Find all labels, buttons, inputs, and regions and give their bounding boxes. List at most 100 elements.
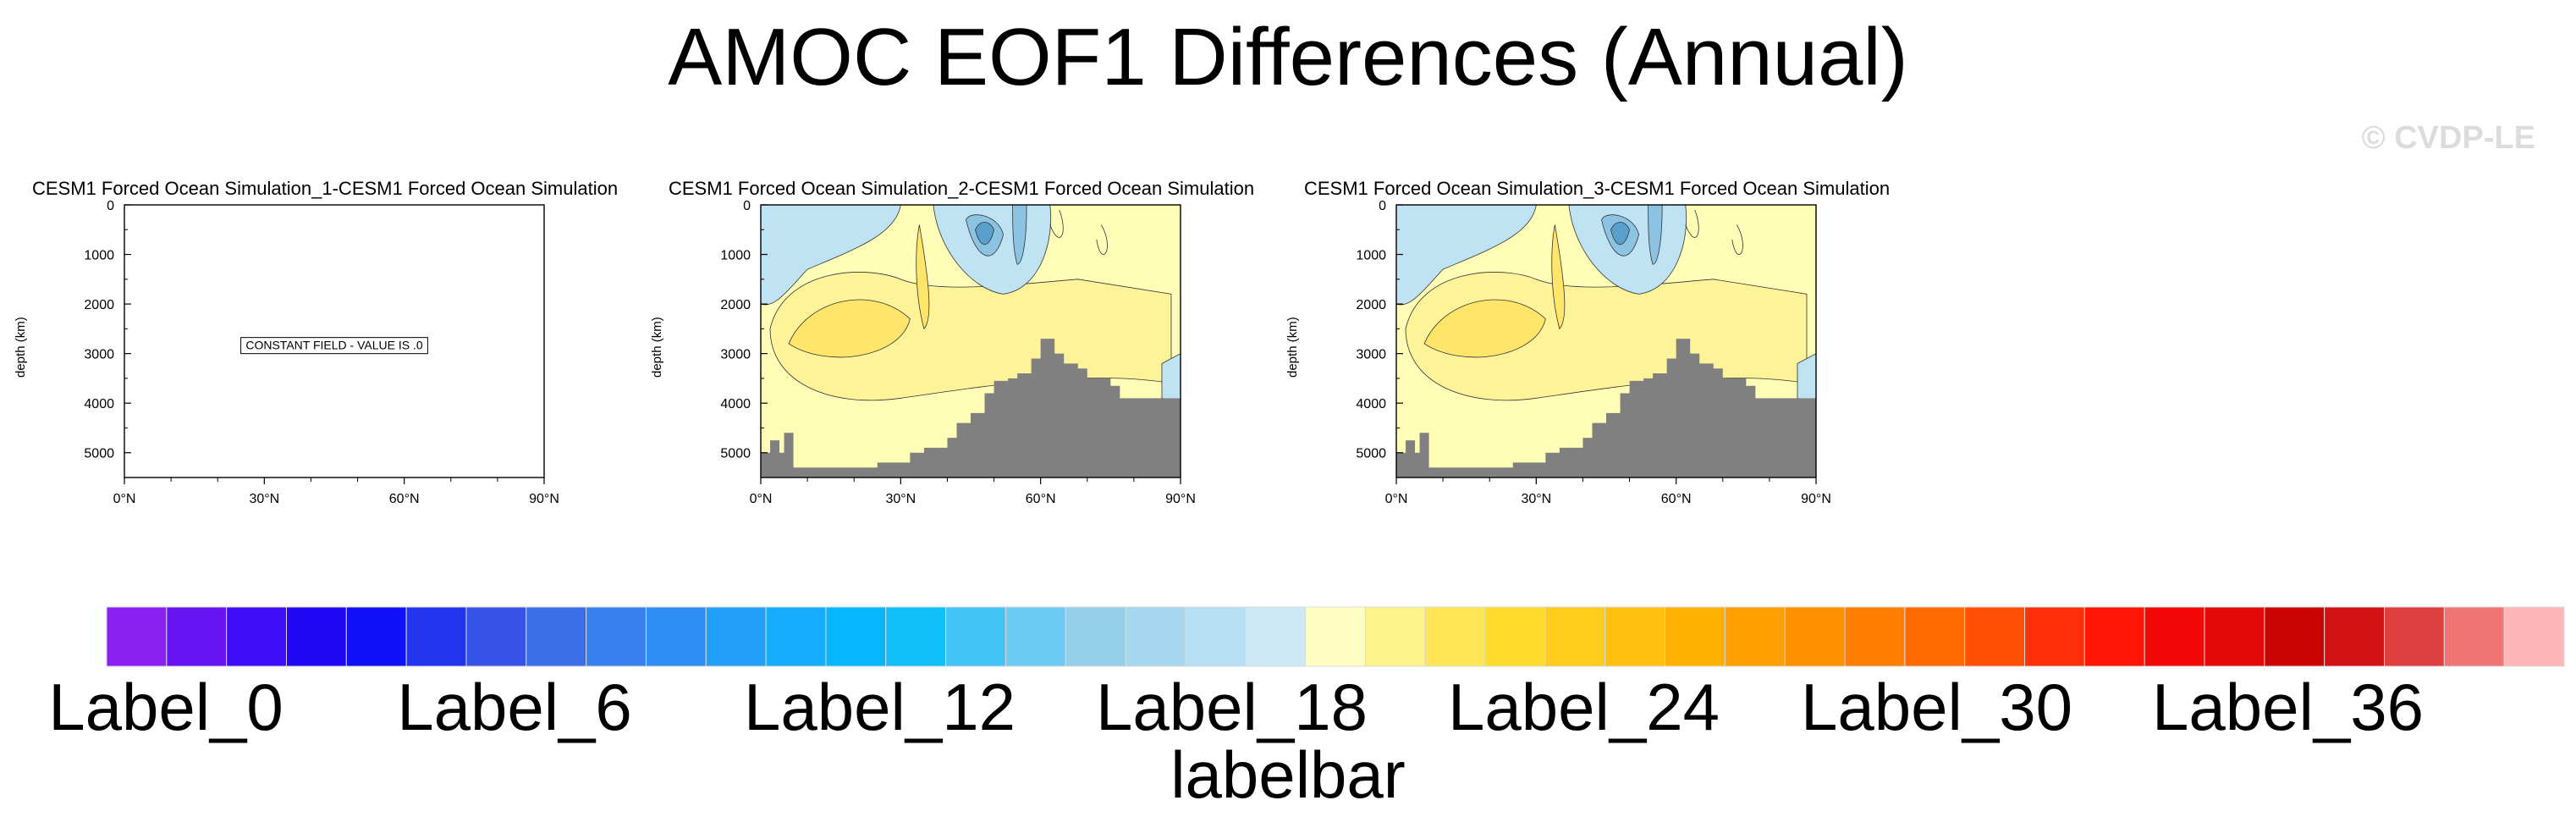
labelbar-swatch	[1724, 606, 1786, 667]
positive-core	[1423, 299, 1546, 358]
y-tick-label: 0	[743, 200, 751, 213]
labelbar-swatch	[2024, 606, 2085, 667]
y-tick-label: 4000	[1356, 397, 1386, 411]
labelbar-swatch	[2264, 606, 2326, 667]
y-tick-label: 2000	[720, 298, 751, 312]
labelbar-swatch	[526, 606, 587, 667]
labelbar-swatch	[1964, 606, 2026, 667]
panel-1-ylabel: depth (km)	[14, 317, 28, 378]
labelbar-swatch	[2144, 606, 2205, 667]
anomaly-field	[760, 204, 1181, 477]
labelbar-swatch	[2083, 606, 2145, 667]
panel-3-title: CESM1 Forced Ocean Simulation_3-CESM1 Fo…	[1304, 178, 1891, 199]
labelbar-swatch	[705, 606, 767, 667]
labelbar-swatch	[1844, 606, 1906, 667]
panel-2-title: CESM1 Forced Ocean Simulation_2-CESM1 Fo…	[669, 178, 1255, 199]
negative-core-2	[975, 222, 994, 246]
labelbar-swatch	[1305, 606, 1366, 667]
y-tick-label: 0	[107, 200, 114, 213]
figure-title: AMOC EOF1 Differences (Annual)	[668, 12, 1908, 102]
watermark: © CVDP-LE	[2361, 120, 2535, 156]
negative-core-2	[1610, 222, 1630, 246]
negative-region-west	[1395, 204, 1537, 306]
contour-line	[1096, 224, 1108, 255]
x-tick-label: 90°N	[1801, 492, 1830, 506]
constant-field-box	[240, 337, 428, 355]
x-tick-label: 90°N	[529, 492, 559, 506]
panel-3-ylabel: depth (km)	[1285, 317, 1300, 378]
labelbar-swatch	[1125, 606, 1186, 667]
bathymetry-land	[1396, 339, 1816, 477]
labelbar-swatch	[465, 606, 527, 667]
labelbar-swatch	[166, 606, 228, 667]
labelbar-label: Label_6	[397, 670, 632, 744]
labelbar-label: Label_18	[1096, 670, 1368, 744]
y-tick-label: 2000	[1356, 298, 1386, 312]
labelbar-swatch	[885, 606, 947, 667]
labelbar-swatch	[1665, 606, 1726, 667]
x-tick-label: 30°N	[1521, 492, 1551, 506]
labelbar-label: Label_36	[2152, 670, 2424, 744]
labelbar-swatch	[345, 606, 407, 667]
labelbar-swatch	[1364, 606, 1426, 667]
y-tick-label: 1000	[84, 249, 114, 263]
constant-field-message: CONSTANT FIELD - VALUE IS .0	[245, 339, 422, 352]
x-tick-label: 0°N	[750, 492, 773, 506]
panel-2-plot: 0 1000 2000 3000 4000 5000 0°N 30°N 60°N 90°N	[720, 200, 1195, 506]
contour-line	[1731, 224, 1743, 255]
labelbar-label: Label_12	[744, 670, 1016, 744]
labelbar-swatch	[586, 606, 647, 667]
y-tick-label: 1000	[1356, 249, 1386, 263]
y-tick-label: 0	[1379, 200, 1386, 213]
plot-frame	[124, 204, 545, 478]
labelbar-swatch	[2324, 606, 2386, 667]
x-tick-label: 60°N	[1026, 492, 1056, 506]
labelbar-title: labelbar	[1170, 737, 1406, 812]
y-tick-label: 4000	[84, 397, 114, 411]
y-tick-label: 5000	[84, 447, 114, 461]
labelbar-swatch	[1424, 606, 1486, 667]
panel-1-plot: CONSTANT FIELD - VALUE IS .0 0 1000 2000 300…	[84, 200, 559, 506]
labelbar-label: Label_0	[48, 670, 283, 744]
y-tick-label: 1000	[720, 249, 751, 263]
x-tick-label: 60°N	[389, 492, 420, 506]
y-tick-label: 3000	[720, 348, 751, 362]
positive-filament	[916, 224, 930, 330]
labelbar-swatch	[1005, 606, 1066, 667]
labelbar-swatch	[1904, 606, 1966, 667]
x-tick-label: 60°N	[1661, 492, 1692, 506]
labelbar-swatch	[1784, 606, 1846, 667]
x-tick-label: 0°N	[113, 492, 136, 506]
y-tick-label: 3000	[84, 348, 114, 362]
panel-2-ylabel: depth (km)	[650, 317, 664, 378]
bathymetry-land	[761, 339, 1181, 477]
labelbar-swatch	[1604, 606, 1666, 667]
plot-frame	[760, 204, 1181, 478]
x-tick-label: 30°N	[885, 492, 916, 506]
labelbar-swatch	[825, 606, 887, 667]
y-tick-label: 3000	[1356, 348, 1386, 362]
labelbar-swatch	[1065, 606, 1126, 667]
labelbar-swatch	[765, 606, 827, 667]
labelbar-swatch	[2204, 606, 2265, 667]
labelbar-label: Label_30	[1801, 670, 2072, 744]
labelbar-swatch	[1185, 606, 1247, 667]
x-tick-label: 90°N	[1165, 492, 1195, 506]
plot-frame	[1395, 204, 1817, 478]
negative-streak	[1648, 204, 1663, 265]
contour-line	[1685, 209, 1699, 238]
labelbar-colorbar	[106, 606, 2565, 667]
labelbar-swatch	[405, 606, 467, 667]
labelbar-swatch	[2503, 606, 2565, 667]
negative-region-west	[760, 204, 901, 306]
y-tick-label: 4000	[720, 397, 751, 411]
labelbar-swatch	[945, 606, 1006, 667]
labelbar-swatch	[1544, 606, 1606, 667]
labelbar-swatch	[1484, 606, 1546, 667]
x-tick-label: 30°N	[249, 492, 279, 506]
panel-3-plot: 0 1000 2000 3000 4000 5000 0°N 30°N 60°N 90°N	[1356, 200, 1830, 506]
y-tick-label: 5000	[1356, 447, 1386, 461]
labelbar-swatch	[1245, 606, 1307, 667]
labelbar-label: Label_24	[1448, 670, 1720, 744]
anomaly-field	[1395, 204, 1817, 477]
